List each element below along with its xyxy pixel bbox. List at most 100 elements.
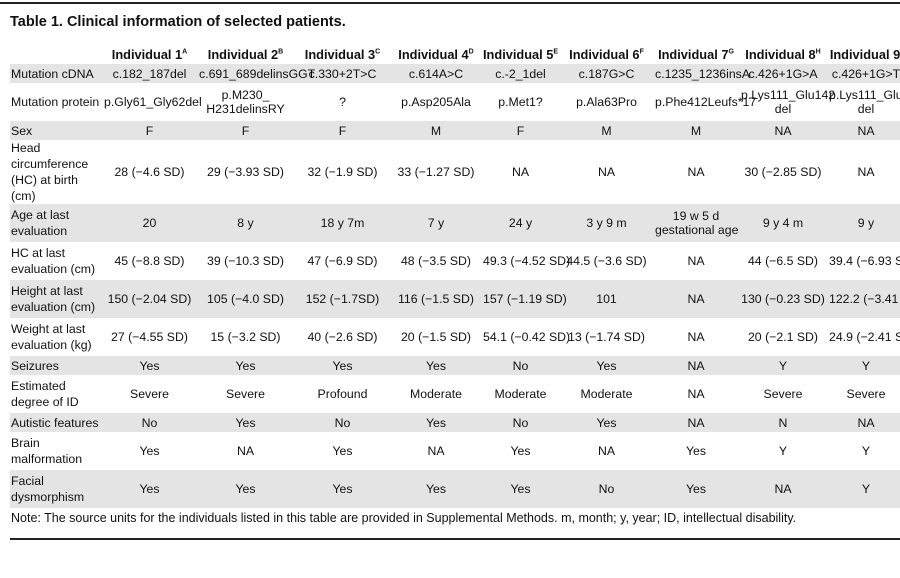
table-cell: c.-2_1del xyxy=(481,64,560,83)
column-header: Individual 3C xyxy=(294,44,391,64)
column-header-footnote: B xyxy=(278,48,284,56)
table-cell: 49.3 (−4.52 SD) xyxy=(483,254,571,268)
table-cell: Yes xyxy=(560,413,653,432)
table-cell: 54.1 (−0.42 SD) xyxy=(483,330,571,344)
row-label: Brain malformation xyxy=(11,436,83,466)
table-cell: Yes xyxy=(197,470,294,508)
table-cell: NA xyxy=(739,121,827,140)
table-row: Autistic features No Yes No Yes No Yes NA N NA xyxy=(10,413,900,432)
row-label: Mutation cDNA xyxy=(10,64,102,83)
table-row: Brain malformation Yes NA Yes NA Yes NA Yes Y Y xyxy=(10,432,900,470)
table-cell: 101 xyxy=(560,280,653,318)
table-cell: F xyxy=(481,121,560,140)
table-cell: NA xyxy=(511,165,530,179)
table-cell: 7 y xyxy=(391,204,481,242)
table-cell: Moderate xyxy=(410,387,462,401)
table-cell: Y xyxy=(827,356,900,375)
column-header: Individual 2B xyxy=(197,44,294,64)
table-cell: Y xyxy=(778,444,788,458)
row-label: Sex xyxy=(10,121,102,140)
table-cell: 105 (−4.0 SD) xyxy=(197,280,294,318)
row-label: Age at last evaluation xyxy=(10,204,102,242)
table-cell: 40 (−2.6 SD) xyxy=(307,330,378,344)
table-cell: NA xyxy=(687,254,705,268)
table-cell: 18 y 7m xyxy=(294,204,391,242)
table-cell: Severe xyxy=(130,387,169,401)
table-cell: p.Ala63Pro xyxy=(576,95,637,109)
table-cell: Severe xyxy=(226,387,265,401)
column-header: Individual 6F xyxy=(560,44,653,64)
table-cell: M xyxy=(391,121,481,140)
table-cell: 19 w 5 d gestational age xyxy=(653,204,739,242)
table-cell: 27 (−4.55 SD) xyxy=(111,330,188,344)
column-header-footnote: D xyxy=(468,48,474,56)
table-cell: 33 (−1.27 SD) xyxy=(397,165,475,179)
row-label: Autistic features xyxy=(10,413,102,432)
table-cell: No xyxy=(294,413,391,432)
table-row: Height at last evaluation (cm) 150 (−2.04… xyxy=(10,280,900,318)
column-header-label: Individual 5 xyxy=(483,46,554,62)
table-row: Seizures Yes Yes Yes Yes No Yes NA Y Y xyxy=(10,356,900,375)
column-header: Individual 9I xyxy=(827,44,900,64)
row-label: Weight at last evaluation (kg) xyxy=(11,322,92,352)
table-cell: 29 (−3.93 SD) xyxy=(207,165,284,179)
column-header-label: Individual 7 xyxy=(658,46,729,62)
table-cell: NA xyxy=(597,444,616,458)
table-cell: 44 (−6.5 SD) xyxy=(747,254,819,268)
top-rule xyxy=(0,2,900,4)
table-cell: NA xyxy=(687,165,705,179)
table-row: Facial dysmorphism Yes Yes Yes Yes Yes No Yes NA… xyxy=(10,470,900,508)
column-header-footnote: A xyxy=(182,48,188,56)
table-row: Sex F F F M F M M NA NA xyxy=(10,121,900,140)
table-cell: NA xyxy=(653,413,739,432)
table-cell: NA xyxy=(827,121,900,140)
table-cell: ? xyxy=(339,95,346,109)
table-row: HC at last evaluation (cm) 45 (−8.8 SD) 39… xyxy=(10,242,900,280)
table-cell: Yes xyxy=(685,444,707,458)
table-caption: Table 1. Clinical information of selecte… xyxy=(10,14,346,30)
table-cell: p.M230_ H231delinsRY xyxy=(206,88,285,116)
table-cell: NA xyxy=(597,165,616,179)
table-cell: NA xyxy=(653,280,739,318)
table-cell: Yes xyxy=(653,470,739,508)
column-header-label: Individual 1 xyxy=(111,46,183,62)
table-cell: Moderate xyxy=(494,387,547,401)
row-label: Seizures xyxy=(10,356,102,375)
table-cell: 20 (−1.5 SD) xyxy=(400,330,472,344)
table-cell: NA xyxy=(857,165,875,179)
table-cell: c.426+1G>T xyxy=(827,64,900,83)
table-cell: 152 (−1.7SD) xyxy=(294,280,391,318)
table-cell: c.691_689delinsGGT xyxy=(197,64,315,83)
table-cell: Severe xyxy=(846,387,886,401)
column-header-footnote: E xyxy=(553,48,559,56)
table-cell: Yes xyxy=(294,356,391,375)
table-cell: 116 (−1.5 SD) xyxy=(391,280,481,318)
table-cell: p.Lys111_Glu142 del xyxy=(741,88,836,116)
table-row: Mutation protein p.Gly61_Gly62del p.M230_ … xyxy=(10,83,900,121)
table-cell: Profound xyxy=(317,387,368,401)
column-header-label: Individual 6 xyxy=(569,46,640,62)
table-cell: No xyxy=(560,470,653,508)
table-cell: 130 (−0.23 SD) xyxy=(739,280,827,318)
table-cell: c.330+2T>C xyxy=(294,64,391,83)
table-cell: 28 (−4.6 SD) xyxy=(114,165,185,179)
column-header-footnote: H xyxy=(815,48,821,56)
table-cell: 13 (−1.74 SD) xyxy=(568,330,645,344)
table-cell: No xyxy=(481,413,560,432)
table-note: Note: The source units for the individua… xyxy=(11,511,797,525)
clinical-info-table: Individual 1A Individual 2B Individual 3C I… xyxy=(10,44,900,508)
table-cell: Y xyxy=(827,470,900,508)
table-cell: 15 (−3.2 SD) xyxy=(210,330,281,344)
table-cell: Yes xyxy=(560,356,653,375)
table-cell: c.426+1G>A xyxy=(739,64,827,83)
table-cell: 32 (−1.9 SD) xyxy=(307,165,378,179)
column-header-label: Individual 2 xyxy=(207,46,279,62)
table-cell: Yes xyxy=(481,470,560,508)
row-label: Facial dysmorphism xyxy=(10,470,102,508)
row-label: Head circumference (HC) at birth (cm) xyxy=(11,141,89,203)
table-cell: c.182_187del xyxy=(102,64,197,83)
table-cell: NA xyxy=(739,470,827,508)
table-cell: 39 (−10.3 SD) xyxy=(207,254,284,268)
column-header-label: Individual 3 xyxy=(304,46,376,62)
row-label: Estimated degree of ID xyxy=(11,379,79,409)
